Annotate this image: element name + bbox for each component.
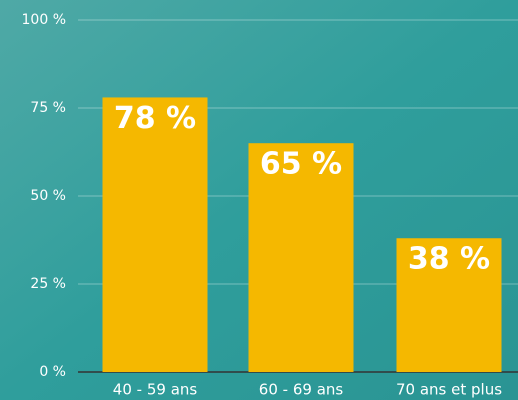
bar bbox=[396, 238, 502, 372]
value-label: 65 % bbox=[260, 147, 342, 182]
y-tick-label: 50 % bbox=[30, 188, 66, 204]
y-tick-label: 75 % bbox=[30, 100, 66, 116]
y-tick-label: 0 % bbox=[39, 364, 66, 380]
y-tick-label: 25 % bbox=[30, 276, 66, 292]
value-label: 78 % bbox=[114, 101, 196, 136]
value-label: 38 % bbox=[408, 242, 490, 277]
bar bbox=[102, 97, 208, 372]
y-tick-label: 100 % bbox=[22, 12, 66, 28]
x-tick-label: 70 ans et plus bbox=[396, 381, 502, 399]
x-tick-label: 40 - 59 ans bbox=[113, 381, 198, 399]
x-tick-label: 60 - 69 ans bbox=[259, 381, 344, 399]
bar bbox=[248, 143, 354, 372]
